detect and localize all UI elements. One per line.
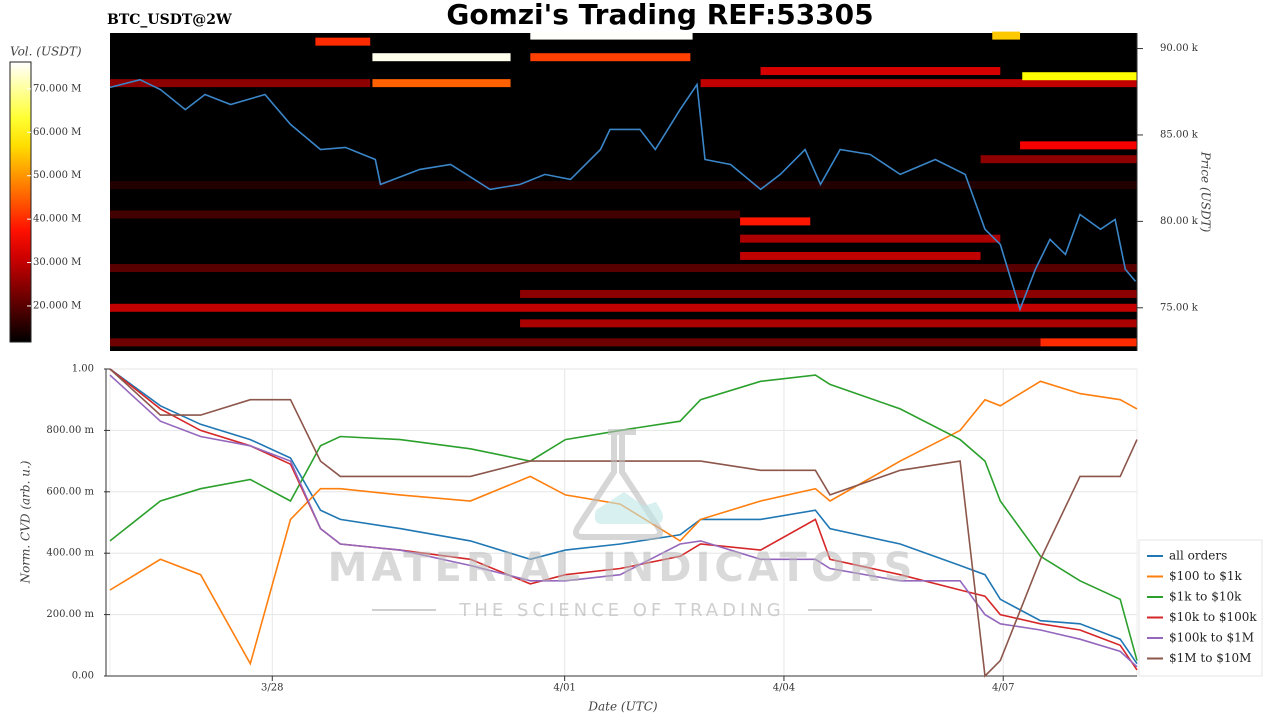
heatmap-cell (740, 234, 1001, 243)
colorbar-tick-label: 50.000 M (33, 170, 81, 181)
legend-label: $100 to $1k (1169, 569, 1242, 583)
colorbar-tick-label: 20.000 M (33, 300, 81, 311)
heatmap-cell (530, 53, 691, 62)
colorbar-tick-label: 60.000 M (33, 127, 81, 138)
heatmap-cell (520, 289, 1137, 298)
cvd-axis-label: Norm. CVD (arb. u.) (19, 460, 33, 584)
cvd-line (109, 374, 1138, 661)
legend-label: $10k to $100k (1169, 610, 1257, 624)
legend-label: $100k to $1M (1169, 631, 1254, 645)
heatmap-cell (110, 181, 1137, 190)
symbol-label: BTC_USDT@2W (107, 12, 232, 28)
plot-area (109, 368, 1138, 677)
x-tick-label: 4/07 (992, 683, 1014, 694)
heatmap-cell (980, 155, 1137, 164)
heatmap-cell (372, 79, 511, 88)
x-tick-label: 3/28 (261, 683, 283, 694)
heatmap-cell (110, 210, 741, 219)
legend-box (1138, 539, 1263, 677)
y-tick-label: 800.00 m (46, 425, 94, 436)
heatmap-cell (740, 217, 811, 226)
heatmap-cell (110, 338, 1041, 347)
colorbar-tick-label: 40.000 M (33, 214, 81, 225)
price-line (109, 78, 1137, 312)
cvd-line (109, 368, 1138, 671)
cvd-line (109, 368, 1138, 665)
legend: all orders $100 to $1k $1k to $10k $10k to … (1138, 539, 1263, 677)
chart-title: Gomzi's Trading REF:53305 (446, 0, 873, 31)
heatmap-cell (315, 37, 371, 46)
cvd-line (109, 380, 1138, 666)
colorbar-tick-label: 70.000 M (33, 83, 81, 94)
heatmap-cell (110, 264, 1137, 273)
heatmap-cell (1020, 141, 1137, 150)
x-tick-label: 4/04 (773, 683, 795, 694)
y-tick-label: 400.00 m (46, 548, 94, 559)
cvd-panel: 0.00 200.00 m 400.00 m 600.00 m 800.00 m 1.00… (46, 364, 1263, 694)
legend-label: all orders (1169, 549, 1227, 563)
legend-label: $1M to $10M (1169, 651, 1251, 665)
y-tick-label: 200.00 m (46, 609, 94, 620)
legend-label: $1k to $10k (1169, 590, 1242, 604)
y-tick-label: 600.00 m (46, 486, 94, 497)
x-axis-label: Date (UTC) (587, 700, 657, 714)
heatmap-cell (700, 79, 1137, 88)
cvd-line (109, 374, 1138, 668)
price-tick-label: 80.00 k (1160, 216, 1199, 227)
price-axis-label: Price (USDT) (1199, 151, 1213, 233)
heatmap-cell (520, 319, 1137, 328)
cvd-line (109, 368, 1138, 678)
price-tick-label: 75.00 k (1160, 302, 1199, 313)
price-tick-label: 85.00 k (1160, 129, 1199, 140)
heatmap-cell (740, 251, 981, 260)
price-tick-label: 90.00 k (1160, 43, 1199, 54)
heatmap-cell (110, 303, 1137, 312)
x-tick-label: 4/01 (553, 683, 575, 694)
heatmap-cell (1040, 338, 1137, 347)
heatmap-cell (530, 31, 693, 40)
heatmap-cell (110, 79, 371, 88)
heatmap-cell (372, 53, 511, 62)
heatmap-panel: 75.00 k 80.00 k 85.00 k 90.00 k 20.000 M 30.0… (9, 31, 1199, 351)
y-tick-label: 0.00 (72, 671, 94, 682)
colorbar-tick-label: 30.000 M (33, 257, 81, 268)
heatmap-cell (760, 67, 1001, 76)
y-tick-label: 1.00 (72, 364, 94, 375)
colorbar-label: Vol. (USDT) (10, 45, 82, 59)
heatmap-cell (992, 31, 1021, 40)
colorbar (9, 61, 32, 343)
heatmap-cell (1022, 72, 1137, 81)
